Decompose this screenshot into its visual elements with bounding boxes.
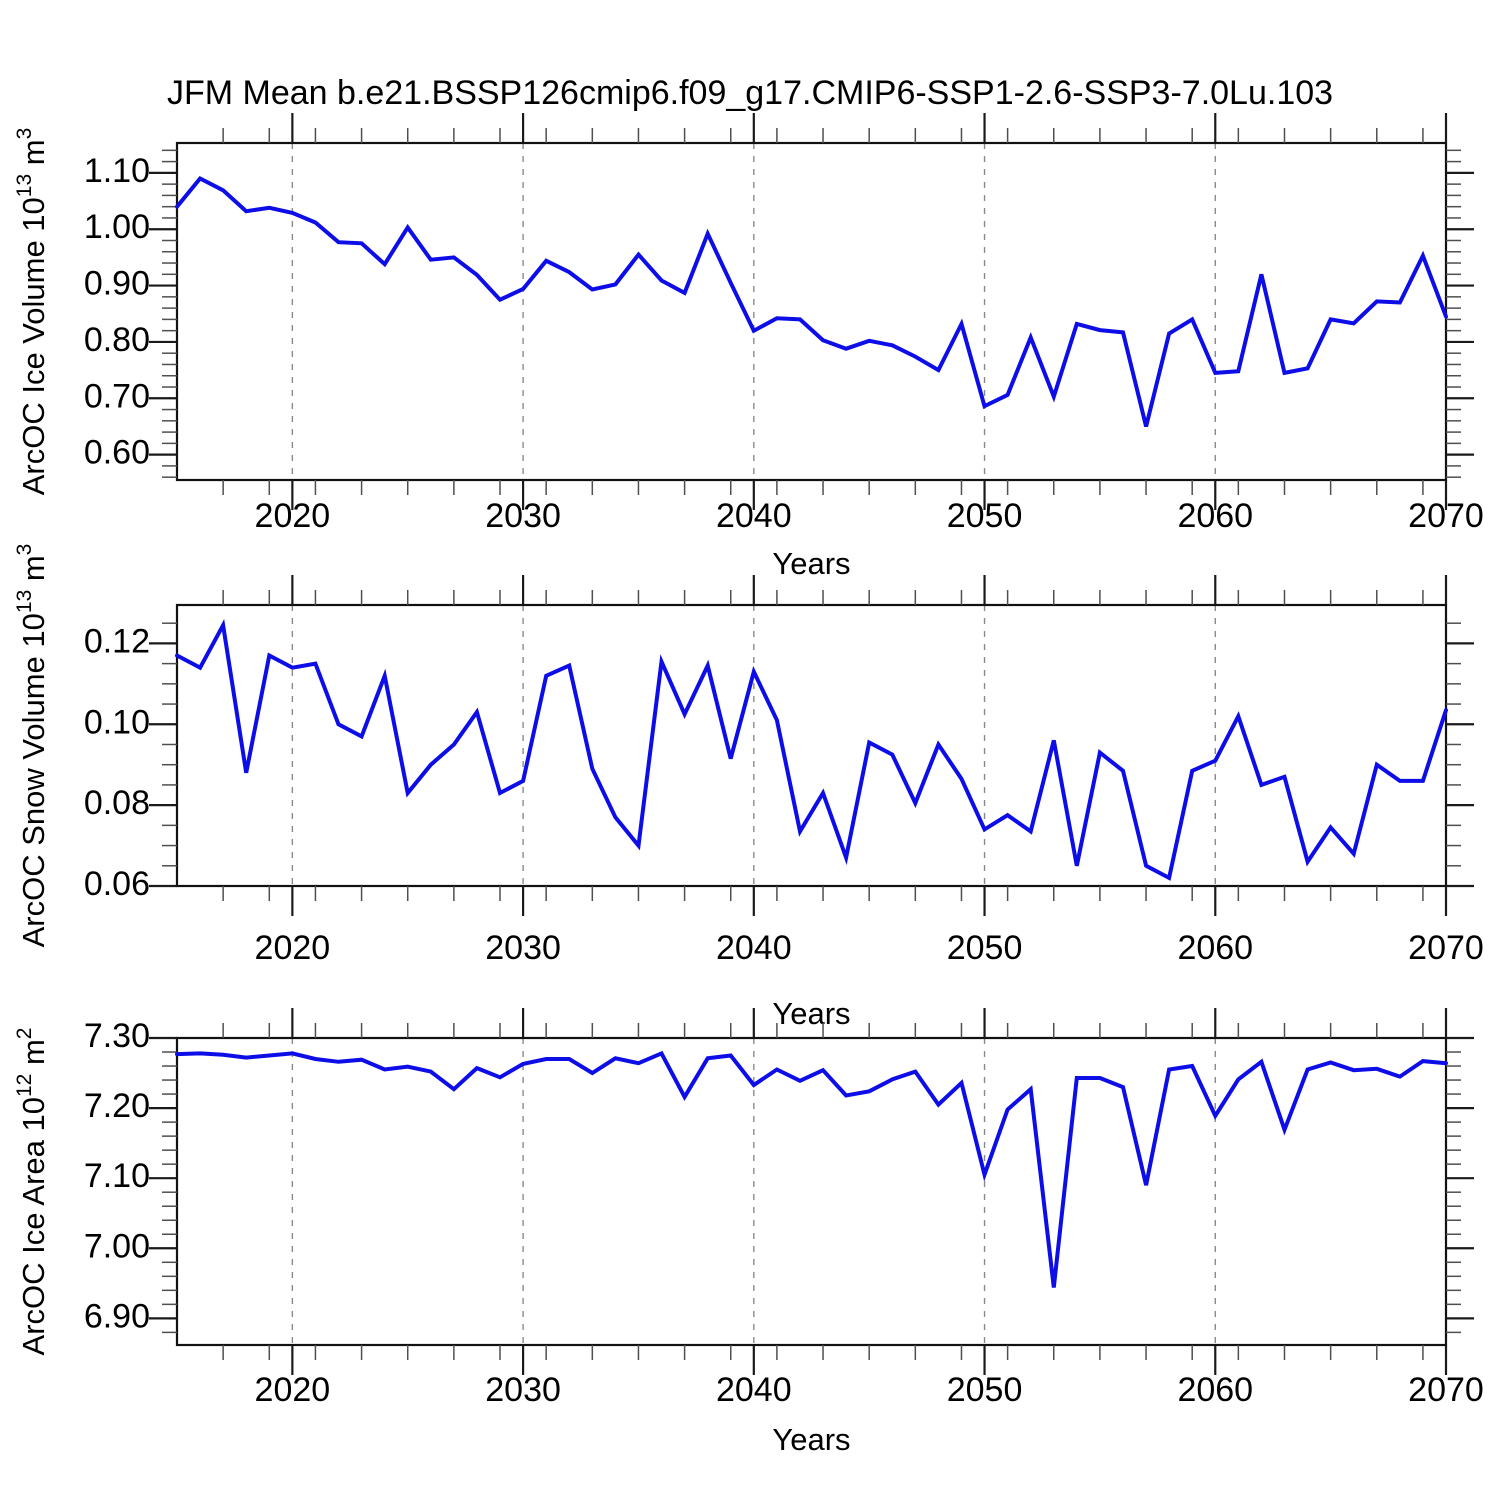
y-tick-label: 1.00	[84, 208, 150, 246]
snow-volume-panel: 0.12 0.10 0.08 0.06 2020 2030 2040 2050 2060 2070…	[13, 544, 1484, 1032]
x-tick-label: 2030	[485, 929, 561, 967]
y-tick-label: 6.90	[84, 1297, 150, 1335]
panel-frame	[175, 141, 1448, 482]
ice-volume-line	[175, 175, 1448, 427]
x-tick-label: 2020	[255, 929, 331, 967]
x-tick-label: 2060	[1177, 1371, 1253, 1409]
x-tick-label: 2050	[947, 929, 1023, 967]
x-tick-label: 2040	[716, 929, 792, 967]
y-tick-label: 7.10	[84, 1157, 150, 1195]
x-tick-label: 2040	[716, 497, 792, 535]
x-tick-label: 2020	[255, 497, 331, 535]
x-tick-label: 2060	[1177, 497, 1253, 535]
ice-volume-panel: 1.10 1.00 0.90 0.80 0.70 0.60 2020 2030 2040 2050…	[13, 113, 1484, 581]
y-tick-label: 0.12	[84, 622, 150, 660]
snow-volume-line	[175, 619, 1448, 881]
x-tick-label: 2040	[716, 1371, 792, 1409]
y-axis-title: ArcOC Ice Area 1012 m2	[13, 1028, 51, 1356]
ice-area-panel: 7.30 7.20 7.10 7.00 6.90 2020 2030 2040 2050 2060…	[13, 1008, 1484, 1457]
x-tick-label: 2070	[1408, 497, 1484, 535]
x-axis-title: Years	[772, 546, 850, 581]
x-tick-label: 2060	[1177, 929, 1253, 967]
y-tick-label: 0.08	[84, 784, 150, 822]
x-tick-label: 2050	[947, 497, 1023, 535]
panel-frame	[175, 1036, 1448, 1347]
ice-area-line	[175, 1050, 1448, 1288]
y-axis-title: ArcOC Ice Volume 1013 m3	[13, 128, 51, 496]
x-tick-label: 2070	[1408, 929, 1484, 967]
y-tick-label: 0.80	[84, 321, 150, 359]
x-tick-label: 2070	[1408, 1371, 1484, 1409]
x-tick-label: 2020	[255, 1371, 331, 1409]
x-tick-label: 2030	[485, 497, 561, 535]
y-axis-title: ArcOC Snow Volume 1013 m3	[13, 544, 51, 948]
y-tick-label: 0.10	[84, 703, 150, 741]
x-tick-label: 2050	[947, 1371, 1023, 1409]
y-tick-label: 0.60	[84, 434, 150, 472]
x-axis-title: Years	[772, 996, 850, 1031]
y-tick-label: 7.00	[84, 1227, 150, 1265]
y-tick-label: 7.20	[84, 1087, 150, 1125]
y-tick-label: 7.30	[84, 1017, 150, 1055]
x-tick-label: 2030	[485, 1371, 561, 1409]
y-tick-label: 1.10	[84, 152, 150, 190]
y-tick-label: 0.70	[84, 377, 150, 415]
x-axis-title: Years	[772, 1422, 850, 1457]
y-tick-label: 0.90	[84, 265, 150, 303]
panel-frame	[175, 603, 1448, 888]
y-tick-label: 0.06	[84, 865, 150, 903]
chart-title: JFM Mean b.e21.BSSP126cmip6.f09_g17.CMIP…	[166, 74, 1334, 112]
